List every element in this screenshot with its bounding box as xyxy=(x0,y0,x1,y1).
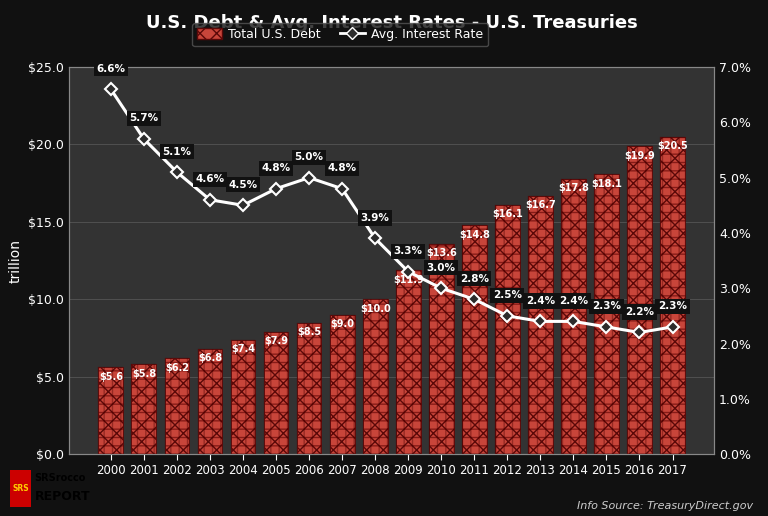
Bar xyxy=(495,205,520,454)
Bar xyxy=(594,174,619,454)
Bar xyxy=(660,137,685,454)
FancyBboxPatch shape xyxy=(10,470,31,507)
Bar xyxy=(263,332,289,454)
Bar xyxy=(164,358,189,454)
Bar xyxy=(462,225,487,454)
Bar xyxy=(98,367,123,454)
Bar xyxy=(561,179,586,454)
Bar xyxy=(495,205,520,454)
Bar xyxy=(131,364,156,454)
Bar xyxy=(561,179,586,454)
Text: $7.4: $7.4 xyxy=(231,344,255,354)
Text: $9.0: $9.0 xyxy=(330,319,354,329)
Text: $8.5: $8.5 xyxy=(297,327,321,337)
Text: 3.0%: 3.0% xyxy=(427,263,455,273)
Bar xyxy=(627,146,652,454)
Bar xyxy=(296,322,322,454)
Bar xyxy=(329,315,355,454)
Bar xyxy=(396,270,421,454)
Bar xyxy=(230,340,256,454)
Text: 4.8%: 4.8% xyxy=(328,163,356,173)
Text: $11.9: $11.9 xyxy=(392,275,424,284)
Bar xyxy=(263,332,289,454)
Text: $17.8: $17.8 xyxy=(558,183,589,193)
Bar xyxy=(561,179,586,454)
Bar xyxy=(396,270,421,454)
Text: 2.2%: 2.2% xyxy=(625,307,654,317)
Bar xyxy=(429,244,454,454)
Bar xyxy=(296,322,322,454)
Title: U.S. Debt & Avg. Interest Rates - U.S. Treasuries: U.S. Debt & Avg. Interest Rates - U.S. T… xyxy=(146,14,637,32)
Bar xyxy=(660,137,685,454)
Bar xyxy=(296,322,322,454)
Bar xyxy=(263,332,289,454)
Text: $19.9: $19.9 xyxy=(624,151,655,160)
Bar xyxy=(462,225,487,454)
Text: 2.3%: 2.3% xyxy=(592,301,621,312)
Text: 4.6%: 4.6% xyxy=(195,174,224,184)
Legend: Total U.S. Debt, Avg. Interest Rate: Total U.S. Debt, Avg. Interest Rate xyxy=(192,23,488,46)
Bar xyxy=(131,364,156,454)
Bar xyxy=(594,174,619,454)
Text: $6.8: $6.8 xyxy=(198,353,222,363)
Text: $18.1: $18.1 xyxy=(591,179,622,188)
Text: $14.8: $14.8 xyxy=(458,230,490,239)
Text: SRS: SRS xyxy=(12,485,29,493)
Bar xyxy=(528,196,553,454)
Bar xyxy=(329,315,355,454)
Bar xyxy=(362,299,388,454)
Bar xyxy=(197,349,223,454)
Bar xyxy=(627,146,652,454)
Bar xyxy=(396,270,421,454)
Text: 6.6%: 6.6% xyxy=(96,63,125,74)
Bar xyxy=(98,367,123,454)
Text: 4.8%: 4.8% xyxy=(261,163,290,173)
Bar xyxy=(495,205,520,454)
Bar xyxy=(594,174,619,454)
Text: 2.4%: 2.4% xyxy=(526,296,555,306)
Text: $7.9: $7.9 xyxy=(264,336,288,346)
Text: SRSrocco: SRSrocco xyxy=(35,473,86,483)
Bar xyxy=(197,349,223,454)
Bar xyxy=(164,358,189,454)
Text: 2.5%: 2.5% xyxy=(493,291,521,300)
Bar xyxy=(429,244,454,454)
Bar xyxy=(230,340,256,454)
Text: 5.7%: 5.7% xyxy=(129,114,158,123)
Text: 5.0%: 5.0% xyxy=(295,152,323,162)
Bar xyxy=(528,196,553,454)
Bar xyxy=(660,137,685,454)
Text: 2.8%: 2.8% xyxy=(460,274,488,284)
Text: 3.3%: 3.3% xyxy=(394,246,422,256)
Text: $13.6: $13.6 xyxy=(426,248,457,258)
Bar xyxy=(329,315,355,454)
Bar xyxy=(462,225,487,454)
Bar xyxy=(164,358,189,454)
Text: 2.3%: 2.3% xyxy=(658,301,687,312)
Text: Info Source: TreasuryDirect.gov: Info Source: TreasuryDirect.gov xyxy=(577,501,753,511)
Text: $10.0: $10.0 xyxy=(359,304,391,314)
Bar xyxy=(362,299,388,454)
Text: $5.6: $5.6 xyxy=(99,372,123,382)
Bar xyxy=(429,244,454,454)
Bar xyxy=(362,299,388,454)
Bar xyxy=(197,349,223,454)
Text: REPORT: REPORT xyxy=(35,490,90,504)
Text: $5.8: $5.8 xyxy=(132,369,156,379)
Y-axis label: trillion: trillion xyxy=(8,238,23,283)
Text: 5.1%: 5.1% xyxy=(162,147,191,157)
Text: $20.5: $20.5 xyxy=(657,141,688,151)
Bar xyxy=(230,340,256,454)
Bar xyxy=(98,367,123,454)
Text: 2.4%: 2.4% xyxy=(559,296,588,306)
Text: $16.7: $16.7 xyxy=(525,200,556,210)
Bar xyxy=(528,196,553,454)
Bar xyxy=(131,364,156,454)
Bar xyxy=(627,146,652,454)
Text: $16.1: $16.1 xyxy=(492,209,523,219)
Text: 4.5%: 4.5% xyxy=(228,180,257,190)
Text: $6.2: $6.2 xyxy=(165,363,189,373)
Text: 3.9%: 3.9% xyxy=(361,213,389,223)
